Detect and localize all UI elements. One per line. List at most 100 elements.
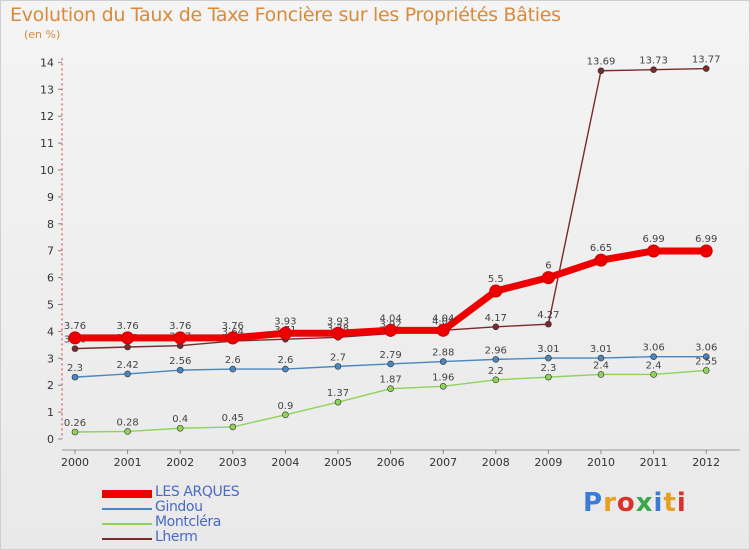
data-point (176, 366, 184, 374)
data-label: 4.04 (379, 313, 401, 324)
data-point (282, 365, 289, 373)
data-point (176, 424, 184, 432)
x-tick-label: 2003 (219, 456, 247, 469)
y-tick-label: 4 (47, 325, 54, 338)
data-point (278, 326, 292, 340)
data-label: 2.3 (540, 363, 556, 374)
data-label: 3.06 (642, 343, 664, 354)
logo-letter: x (635, 488, 654, 518)
x-tick-label: 2004 (271, 456, 299, 469)
data-label: 0.9 (277, 401, 293, 412)
data-label: 3.93 (274, 316, 296, 327)
data-label: 3.76 (116, 321, 138, 332)
legend-label: Montcléra (155, 514, 221, 530)
data-point (68, 331, 82, 345)
y-tick-label: 7 (47, 245, 54, 258)
y-tick-label: 14 (40, 56, 54, 69)
data-point (331, 326, 345, 340)
data-point (597, 371, 605, 378)
data-label: 2.56 (169, 356, 191, 367)
data-label: 2.7 (330, 352, 346, 363)
data-point (492, 376, 500, 384)
chart-title: Evolution du Taux de Taxe Foncière sur l… (10, 4, 561, 26)
x-tick-label: 2000 (61, 456, 89, 469)
y-tick-label: 5 (47, 299, 54, 312)
data-point (650, 371, 657, 378)
data-label: 3.76 (169, 321, 191, 332)
data-point (699, 244, 713, 258)
data-point (594, 253, 608, 267)
data-point (541, 271, 555, 285)
x-tick-label: 2010 (587, 456, 615, 469)
data-label: 5.5 (488, 274, 504, 285)
legend-label: Lherm (155, 529, 198, 545)
legend-swatch (102, 538, 152, 540)
x-tick-label: 2009 (534, 456, 562, 469)
legend-label: Gindou (155, 499, 203, 515)
data-point (702, 65, 710, 72)
y-tick-label: 8 (47, 218, 54, 231)
data-point (121, 331, 135, 345)
data-label: 13.73 (639, 56, 668, 67)
data-label: 2.4 (593, 360, 609, 371)
legend-swatch (102, 508, 152, 510)
data-label: 13.69 (587, 57, 616, 68)
data-label: 6 (545, 261, 551, 272)
data-label: 0.28 (116, 417, 138, 428)
y-tick-label: 0 (47, 433, 54, 446)
data-label: 1.37 (327, 388, 349, 399)
x-tick-label: 2005 (324, 456, 352, 469)
y-tick-label: 10 (40, 164, 54, 177)
data-label: 3.01 (537, 344, 559, 355)
data-label: 0.26 (64, 418, 86, 429)
chart-subtitle: (en %) (24, 28, 61, 41)
data-point (124, 428, 131, 435)
data-point (124, 370, 131, 378)
data-point (71, 373, 79, 381)
data-label: 4.17 (485, 313, 507, 324)
y-tick-label: 9 (47, 191, 54, 204)
data-point (545, 373, 552, 381)
data-point (489, 284, 503, 298)
data-label: 3.76 (64, 321, 86, 332)
data-point (282, 411, 289, 419)
x-tick-label: 2012 (692, 456, 720, 469)
data-label: 3.06 (695, 343, 717, 354)
data-point (71, 345, 79, 352)
data-label: 2.6 (225, 355, 241, 366)
data-label: 4.04 (432, 316, 454, 327)
data-point (334, 398, 342, 406)
y-tick-label: 12 (40, 110, 54, 123)
data-point (387, 385, 394, 392)
data-label: 2.96 (485, 345, 507, 356)
data-label: 6.99 (695, 234, 717, 245)
logo-letter: r (603, 488, 617, 518)
data-label: 2.6 (277, 355, 293, 366)
logo-letter: t (663, 488, 677, 518)
data-label: 3.01 (590, 344, 612, 355)
data-label: 2.79 (379, 350, 401, 361)
y-tick-label: 13 (40, 83, 54, 96)
data-point (173, 331, 187, 345)
data-point (334, 363, 342, 370)
data-label: 2.88 (432, 348, 454, 359)
data-point (124, 343, 131, 351)
legend-swatch (102, 523, 152, 525)
x-tick-label: 2008 (482, 456, 510, 469)
data-label: 13.77 (692, 55, 721, 66)
data-point (229, 423, 237, 431)
proxiti-logo: Proxiti (583, 488, 687, 518)
data-label: 6.99 (642, 234, 664, 245)
data-label: 3.93 (327, 316, 349, 327)
data-point (597, 67, 605, 75)
data-label: 4.04 (432, 313, 454, 324)
y-tick-label: 3 (47, 352, 54, 365)
logo-letter: o (616, 488, 636, 518)
legend-swatch (102, 490, 152, 498)
data-point (229, 365, 237, 373)
logo-letter: i (676, 488, 687, 518)
data-point (545, 354, 552, 362)
data-label: 4.27 (537, 310, 559, 321)
